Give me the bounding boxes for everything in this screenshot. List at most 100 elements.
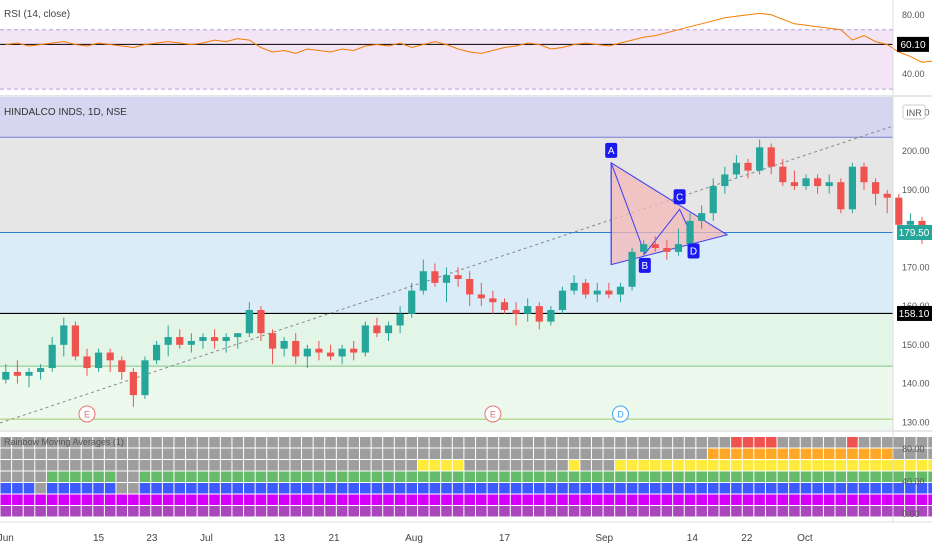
rainbow-cell — [174, 471, 186, 482]
candle — [176, 329, 184, 349]
candle-body — [431, 271, 439, 283]
rainbow-cell — [533, 483, 545, 494]
rainbow-cell — [290, 437, 302, 448]
rainbow-cell — [835, 471, 847, 482]
candle — [454, 267, 462, 287]
rainbow-cell — [580, 494, 591, 505]
rainbow-cell — [429, 471, 441, 482]
rainbow-cell — [603, 448, 615, 459]
rainbow-cell — [429, 437, 441, 448]
rainbow-cell — [348, 437, 360, 448]
rainbow-cell — [858, 448, 870, 459]
rainbow-cell — [615, 494, 626, 505]
rainbow-cell — [81, 460, 93, 471]
rainbow-cell — [673, 460, 684, 471]
candle — [350, 340, 358, 361]
rainbow-cell — [731, 471, 742, 482]
price-zone — [0, 97, 893, 138]
rainbow-cell — [139, 471, 151, 482]
rainbow-cell — [116, 448, 128, 459]
rainbow-cell — [58, 437, 70, 448]
rainbow-cell — [81, 506, 93, 517]
rainbow-cell — [545, 437, 557, 448]
rainbow-cell — [302, 494, 313, 505]
rainbow-cell — [533, 494, 545, 505]
rainbow-cell — [568, 448, 580, 459]
rainbow-cell — [696, 471, 707, 482]
rainbow-cell — [649, 471, 661, 482]
rainbow-cell — [638, 448, 649, 459]
rainbow-cell — [23, 460, 35, 471]
rainbow-cell — [696, 448, 707, 459]
candle — [628, 248, 636, 291]
candle — [883, 189, 891, 214]
currency-badge[interactable] — [902, 104, 926, 120]
rainbow-cell — [475, 437, 487, 448]
rainbow-cell — [58, 483, 70, 494]
time-tick-label: 23 — [146, 533, 158, 544]
rainbow-cell — [916, 460, 928, 471]
candle-body — [442, 275, 451, 283]
rainbow-cell — [162, 494, 174, 505]
rainbow-cell — [290, 471, 302, 482]
rainbow-cell — [881, 460, 893, 471]
candle — [187, 333, 195, 353]
rainbow-cell — [104, 460, 116, 471]
rainbow-cell — [615, 437, 626, 448]
rainbow-cell — [325, 448, 336, 459]
rainbow-cell — [580, 448, 591, 459]
rainbow-cell — [325, 460, 336, 471]
rainbow-cell — [81, 448, 93, 459]
rainbow-cell — [522, 460, 533, 471]
rainbow-cell — [719, 448, 731, 459]
rainbow-cell — [197, 471, 209, 482]
rainbow-cell — [35, 471, 46, 482]
candle-body — [373, 325, 381, 334]
candle — [141, 356, 149, 400]
rainbow-cell — [615, 448, 626, 459]
rainbow-cell — [568, 471, 580, 482]
candle-body — [814, 178, 822, 187]
rainbow-cell — [858, 471, 870, 482]
rainbow-cell — [104, 437, 116, 448]
rainbow-cell — [847, 437, 858, 448]
candle-body — [605, 290, 613, 295]
rainbow-cell — [418, 471, 429, 482]
rainbow-cell — [754, 494, 765, 505]
rainbow-cell — [23, 471, 35, 482]
rainbow-cell — [684, 471, 696, 482]
rainbow-cell — [35, 448, 46, 459]
rainbow-cell — [232, 448, 244, 459]
rainbow-cell — [626, 460, 638, 471]
rainbow-cell — [812, 437, 823, 448]
rainbow-cell — [452, 483, 464, 494]
rainbow-cell — [557, 506, 568, 517]
rainbow-cell — [0, 494, 12, 505]
rainbow-cell — [139, 460, 151, 471]
pattern-label-box — [638, 257, 651, 273]
rainbow-cell — [510, 437, 522, 448]
candle-body — [338, 348, 346, 357]
rainbow-cell — [487, 437, 499, 448]
indicator-tick-label: 40.00 — [902, 477, 925, 487]
rainbow-cell — [789, 471, 800, 482]
rainbow-cell — [719, 483, 731, 494]
rainbow-cell — [777, 506, 789, 517]
rainbow-cell — [754, 437, 765, 448]
candle-body — [234, 333, 242, 338]
rainbow-cell — [104, 448, 116, 459]
rainbow-cell — [522, 448, 533, 459]
candle-body — [489, 298, 497, 303]
rainbow-cell — [12, 437, 23, 448]
rainbow-cell — [649, 506, 661, 517]
rainbow-cell — [499, 483, 510, 494]
candle-body — [721, 174, 729, 187]
rainbow-cell — [151, 471, 162, 482]
candle — [257, 306, 265, 341]
rainbow-cell — [209, 460, 220, 471]
rainbow-cell — [522, 506, 533, 517]
rainbow-cell — [220, 448, 232, 459]
rainbow-cell — [591, 471, 603, 482]
rsi-tick-label: 40.00 — [902, 69, 925, 79]
